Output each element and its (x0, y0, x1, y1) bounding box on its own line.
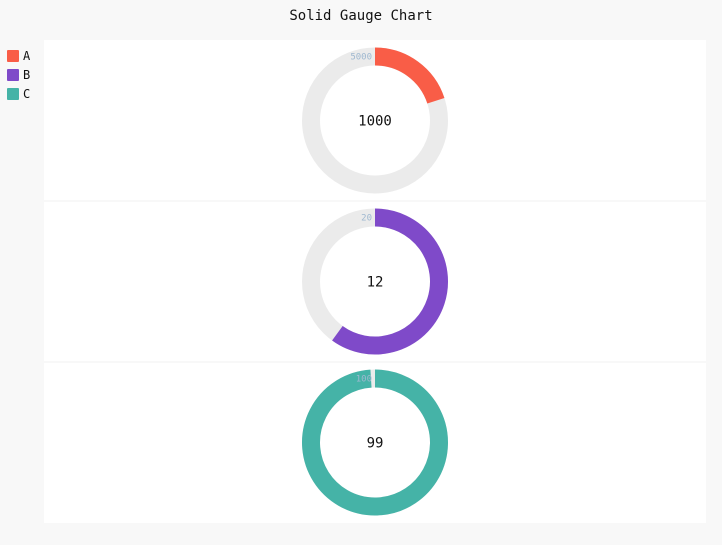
gauge-max-c: 100 (356, 375, 372, 385)
chart-title: Solid Gauge Chart (289, 8, 433, 24)
gauge-arc-b (332, 208, 448, 355)
legend-item-a[interactable]: A (7, 46, 30, 65)
legend: A B C (7, 46, 30, 103)
legend-label-c: C (23, 86, 31, 101)
legend-label-b: B (23, 67, 31, 82)
legend-item-c[interactable]: C (7, 84, 30, 103)
gauge-max-b: 20 (361, 214, 372, 224)
gauges-svg: 1000 5000 12 20 99 100 (44, 47, 706, 516)
gauge-value-c: 99 (367, 436, 384, 452)
legend-swatch-b (7, 68, 19, 81)
legend-item-b[interactable]: B (7, 65, 30, 84)
legend-label-a: A (23, 48, 31, 63)
plot-area: 1000 5000 12 20 99 100 (44, 40, 706, 523)
gauge-value-a: 1000 (358, 114, 392, 130)
legend-swatch-c (7, 87, 19, 100)
gauge-max-a: 5000 (350, 53, 372, 63)
gauge-value-b: 12 (367, 275, 384, 291)
gauge-arc-a (374, 47, 445, 104)
gauge-arc-c (302, 369, 448, 516)
legend-swatch-a (7, 49, 19, 62)
